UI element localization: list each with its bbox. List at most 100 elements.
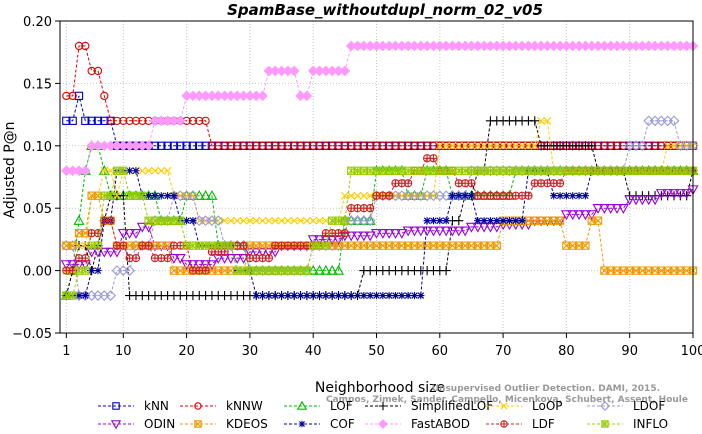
- data-point: [353, 141, 362, 150]
- data-point: [303, 291, 311, 300]
- data-point: [138, 191, 147, 200]
- data-point: [124, 229, 136, 239]
- data-point: [93, 116, 103, 125]
- data-point: [492, 241, 501, 250]
- data-point: [200, 189, 212, 200]
- data-point: [283, 141, 293, 150]
- data-point: [68, 241, 77, 250]
- x-tick-label: 70: [495, 344, 512, 359]
- data-point: [87, 66, 96, 76]
- data-point: [322, 291, 330, 300]
- data-point: [68, 266, 77, 275]
- data-point: [644, 141, 653, 150]
- legend-entry-ldof: LDOF: [587, 399, 665, 413]
- legend-swatch-marker: [500, 420, 508, 428]
- data-point: [189, 217, 197, 225]
- series-line: [66, 120, 693, 272]
- data-point: [625, 141, 634, 150]
- legend-swatch-marker: [298, 420, 306, 428]
- data-point: [81, 116, 90, 125]
- data-point: [80, 165, 91, 177]
- data-point: [67, 260, 79, 271]
- data-point: [265, 291, 273, 300]
- data-point: [581, 241, 590, 250]
- data-point: [379, 291, 387, 300]
- data-point: [643, 195, 655, 206]
- data-point: [364, 231, 376, 242]
- legend-swatch-marker: [500, 402, 508, 410]
- data-point: [201, 141, 210, 150]
- data-point: [302, 141, 312, 150]
- data-point: [214, 141, 223, 150]
- data-point: [264, 216, 273, 225]
- data-point: [358, 214, 370, 225]
- data-point: [231, 253, 243, 264]
- data-point: [681, 189, 693, 199]
- data-point: [441, 266, 451, 276]
- data-point: [271, 266, 280, 275]
- data-point: [60, 260, 72, 271]
- data-point: [543, 116, 552, 125]
- data-point: [429, 141, 438, 150]
- data-point: [446, 226, 458, 237]
- data-point: [448, 192, 457, 200]
- data-point: [81, 266, 90, 275]
- legend-label: kNNW: [226, 399, 263, 413]
- x-tick-label: 1: [62, 344, 70, 359]
- series-line: [66, 189, 694, 265]
- x-tick-label: 100: [681, 344, 702, 359]
- data-point: [524, 141, 533, 150]
- data-point: [301, 90, 313, 102]
- data-point: [68, 116, 77, 125]
- data-point: [397, 141, 406, 150]
- data-point: [408, 226, 421, 237]
- legend-label: SimplifiedLOF: [411, 399, 493, 413]
- data-point: [220, 241, 229, 250]
- data-point: [334, 141, 343, 150]
- data-point: [195, 116, 204, 125]
- legend-entry-kdeos: KDEOS: [180, 417, 268, 431]
- legend-label: INFLO: [633, 417, 668, 431]
- watermark-line-2: Campos, Zimek, Sander, Campello, Micenko…: [326, 395, 688, 405]
- data-point: [206, 260, 218, 271]
- data-point: [271, 141, 280, 150]
- legend-swatch-marker: [378, 419, 388, 429]
- data-point: [403, 166, 413, 175]
- data-point: [131, 116, 141, 125]
- data-point: [555, 216, 565, 225]
- legend-swatch-marker: [110, 420, 122, 430]
- data-point: [619, 141, 628, 150]
- data-point: [332, 264, 345, 275]
- data-point: [416, 141, 425, 150]
- y-axis-label: Adjusted P@n: [2, 121, 18, 218]
- data-point: [73, 214, 85, 225]
- data-point: [195, 141, 204, 150]
- data-point: [233, 216, 242, 225]
- legend-label: kNN: [144, 399, 169, 413]
- data-point: [105, 290, 117, 301]
- series-line: [66, 45, 693, 147]
- data-point: [417, 291, 425, 300]
- data-point: [225, 253, 237, 264]
- data-point: [461, 141, 470, 150]
- data-point: [250, 247, 262, 258]
- data-point: [309, 141, 318, 150]
- data-point: [100, 116, 109, 125]
- series-knnw: [62, 41, 698, 150]
- series-inflo: [62, 166, 698, 300]
- data-point: [252, 291, 260, 300]
- data-point: [364, 215, 376, 227]
- data-point: [459, 190, 471, 202]
- data-point: [164, 192, 172, 200]
- legend-entry-loop: LoOP: [486, 399, 563, 413]
- data-point: [119, 116, 128, 125]
- data-point: [480, 141, 489, 150]
- data-point: [396, 229, 408, 239]
- x-tick-label: 10: [115, 344, 132, 359]
- legend-label: ODIN: [144, 417, 175, 431]
- data-point: [567, 210, 579, 221]
- x-tick-label: 60: [432, 344, 449, 359]
- data-point: [638, 141, 647, 150]
- data-point: [98, 247, 110, 258]
- data-point: [252, 216, 261, 225]
